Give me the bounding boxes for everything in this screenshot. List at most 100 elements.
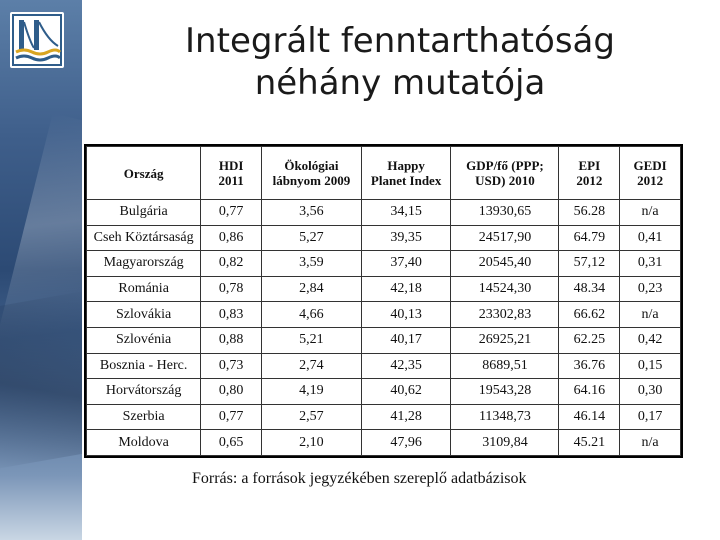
gedi-cell: 0,31 — [619, 250, 681, 277]
table-row: Szerbia 0,77 2,57 41,28 11348,73 46.14 0… — [85, 403, 681, 431]
footprint-cell: 2,10 — [261, 429, 362, 456]
header-gdp: GDP/fő (PPP; USD) 2010 — [450, 146, 560, 200]
gedi-cell: 0,23 — [619, 275, 681, 303]
gedi-cell: 0,15 — [619, 352, 681, 380]
table-header-row: Ország HDI 2011 Ökológiai lábnyom 2009 H… — [85, 146, 681, 200]
epi-cell: 46.14 — [558, 403, 621, 431]
country-cell: Bulgária — [85, 199, 202, 226]
gedi-cell: n/a — [619, 429, 681, 456]
gdp-cell: 20545,40 — [450, 250, 560, 277]
header-gedi-line2: 2012 — [637, 173, 664, 188]
gedi-cell: n/a — [619, 301, 681, 328]
footprint-cell: 3,59 — [261, 250, 362, 277]
epi-cell: 62.25 — [558, 326, 621, 354]
footprint-cell: 5,27 — [261, 224, 362, 252]
hpi-cell: 42,35 — [360, 352, 452, 380]
hdi-cell: 0,77 — [200, 199, 262, 226]
hdi-cell: 0,77 — [200, 403, 262, 431]
hdi-cell: 0,80 — [200, 378, 262, 405]
gedi-cell: 0,41 — [619, 224, 681, 252]
gdp-cell: 23302,83 — [450, 301, 560, 328]
epi-cell: 48.34 — [558, 275, 621, 303]
gdp-cell: 26925,21 — [450, 326, 560, 354]
header-hdi: HDI 2011 — [200, 146, 262, 200]
hdi-cell: 0,82 — [200, 250, 262, 277]
country-cell: Cseh Köztársaság — [85, 224, 202, 252]
epi-cell: 64.16 — [558, 378, 621, 405]
header-hpi-line1: Happy — [387, 158, 425, 173]
hdi-cell: 0,73 — [200, 352, 262, 380]
title-line-2: néhány mutatója — [254, 63, 546, 103]
epi-cell: 64.79 — [558, 224, 621, 252]
country-cell: Szlovénia — [85, 326, 202, 354]
country-cell: Szerbia — [85, 403, 202, 431]
table-row: Szlovákia 0,83 4,66 40,13 23302,83 66.62… — [85, 301, 681, 328]
hpi-cell: 42,18 — [360, 275, 452, 303]
header-epi: EPI 2012 — [558, 146, 621, 200]
header-gdp-line1: GDP/fő (PPP; — [466, 158, 544, 173]
footprint-cell: 3,56 — [261, 199, 362, 226]
gedi-cell: n/a — [619, 199, 681, 226]
hpi-cell: 34,15 — [360, 199, 452, 226]
hpi-cell: 40,13 — [360, 301, 452, 328]
country-cell: Románia — [85, 275, 202, 303]
header-country-label: Ország — [123, 165, 164, 181]
title-line-1: Integrált fenntarthatóság — [185, 21, 615, 61]
table-row: Magyarország 0,82 3,59 37,40 20545,40 57… — [85, 250, 681, 277]
country-cell: Magyarország — [85, 250, 202, 277]
indicator-table: Ország HDI 2011 Ökológiai lábnyom 2009 H… — [85, 146, 681, 456]
epi-cell: 36.76 — [558, 352, 621, 380]
hpi-cell: 40,17 — [360, 326, 452, 354]
header-country: Ország — [85, 146, 202, 200]
footprint-cell: 2,84 — [261, 275, 362, 303]
hdi-cell: 0,83 — [200, 301, 262, 328]
source-note: Forrás: a források jegyzékében szereplő … — [192, 470, 527, 487]
country-cell: Horvátország — [85, 378, 202, 405]
footprint-cell: 4,19 — [261, 378, 362, 405]
hpi-cell: 39,35 — [360, 224, 452, 252]
header-hdi-line2: 2011 — [218, 173, 244, 188]
footprint-cell: 2,74 — [261, 352, 362, 380]
table-row: Bulgária 0,77 3,56 34,15 13930,65 56.28 … — [85, 199, 681, 226]
footprint-cell: 2,57 — [261, 403, 362, 431]
hpi-cell: 37,40 — [360, 250, 452, 277]
hpi-cell: 40,62 — [360, 378, 452, 405]
header-gdp-line2: USD) 2010 — [475, 173, 535, 188]
hdi-cell: 0,88 — [200, 326, 262, 354]
sidebar-shadow — [0, 289, 82, 471]
footprint-cell: 5,21 — [261, 326, 362, 354]
gedi-cell: 0,30 — [619, 378, 681, 405]
header-epi-line2: 2012 — [576, 173, 603, 188]
table-row: Moldova 0,65 2,10 47,96 3109,84 45.21 n/… — [85, 429, 681, 456]
gdp-cell: 14524,30 — [450, 275, 560, 303]
indicator-table-frame: Ország HDI 2011 Ökológiai lábnyom 2009 H… — [84, 144, 683, 458]
header-hdi-line1: HDI — [218, 158, 244, 173]
header-epi-line1: EPI — [578, 158, 601, 173]
decorative-sidebar — [0, 0, 82, 540]
table-row: Horvátország 0,80 4,19 40,62 19543,28 64… — [85, 378, 681, 405]
hdi-cell: 0,78 — [200, 275, 262, 303]
header-footprint-line2: lábnyom 2009 — [272, 173, 351, 188]
hdi-cell: 0,86 — [200, 224, 262, 252]
country-cell: Moldova — [85, 429, 202, 456]
gdp-cell: 11348,73 — [450, 403, 560, 431]
header-footprint-line1: Ökológiai — [284, 158, 339, 173]
header-footprint: Ökológiai lábnyom 2009 — [261, 146, 362, 200]
epi-cell: 66.62 — [558, 301, 621, 328]
slide-title: Integrált fenntarthatóság néhány mutatój… — [120, 20, 680, 104]
header-hpi-line2: Planet Index — [370, 173, 442, 188]
gdp-cell: 24517,90 — [450, 224, 560, 252]
bridge-logo-icon — [10, 12, 64, 68]
gdp-cell: 13930,65 — [450, 199, 560, 226]
table-row: Bosznia - Herc. 0,73 2,74 42,35 8689,51 … — [85, 352, 681, 380]
hdi-cell: 0,65 — [200, 429, 262, 456]
table-row: Cseh Köztársaság 0,86 5,27 39,35 24517,9… — [85, 224, 681, 252]
gdp-cell: 19543,28 — [450, 378, 560, 405]
gedi-cell: 0,17 — [619, 403, 681, 431]
table-row: Szlovénia 0,88 5,21 40,17 26925,21 62.25… — [85, 326, 681, 354]
header-gedi: GEDI 2012 — [619, 146, 681, 200]
epi-cell: 45.21 — [558, 429, 621, 456]
gdp-cell: 8689,51 — [450, 352, 560, 380]
header-hpi: Happy Planet Index — [360, 146, 452, 200]
hpi-cell: 41,28 — [360, 403, 452, 431]
